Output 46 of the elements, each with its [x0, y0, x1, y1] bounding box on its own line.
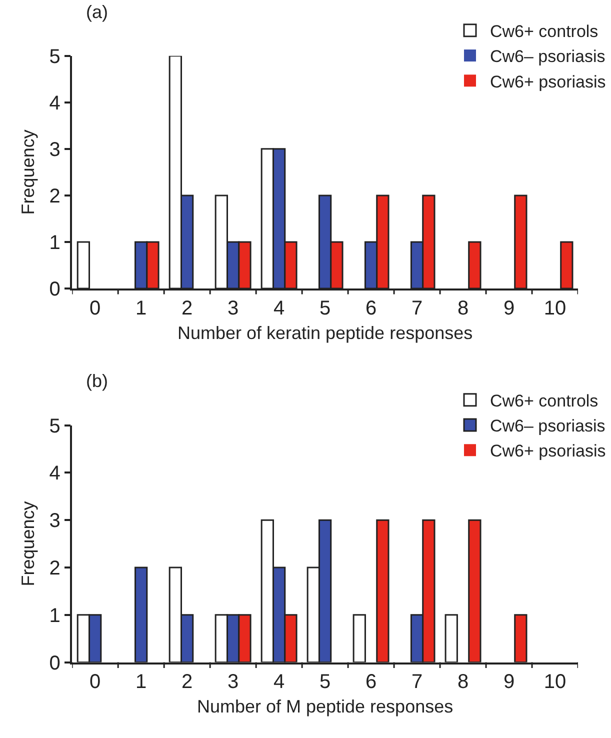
x-tick-label: 0: [90, 297, 101, 320]
x-tick-label: 7: [411, 671, 423, 694]
y-tick-label: 0: [49, 278, 60, 301]
y-tick-label: 5: [49, 415, 60, 438]
y-tick-label: 4: [49, 92, 60, 114]
x-tick-label: 4: [273, 671, 285, 694]
x-tick-label: 9: [503, 671, 515, 694]
x-tick-label: 9: [503, 297, 515, 320]
x-tick-label: 1: [136, 297, 147, 320]
y-tick-label: 1: [49, 232, 60, 254]
x-tick-label: 8: [457, 671, 469, 694]
x-tick-label: 5: [319, 671, 331, 694]
legend-label: Cw6– psoriasis: [490, 47, 606, 66]
x-tick-label: 6: [365, 297, 377, 320]
x-tick-label: 4: [273, 297, 285, 320]
x-tick-label: 7: [411, 297, 423, 320]
x-tick-label: 10: [544, 671, 566, 694]
x-tick-label: 1: [136, 671, 147, 694]
y-tick-label: 0: [49, 652, 60, 674]
y-tick-label: 1: [49, 604, 60, 627]
legend-label: Cw6+ psoriasis: [490, 442, 606, 461]
x-tick-label: 3: [228, 671, 239, 694]
x-axis-title: Number of M peptide responses: [196, 696, 454, 717]
y-tick-label: 2: [49, 557, 60, 580]
x-tick-label: 6: [365, 671, 377, 694]
x-axis-title: Number of keratin peptide responses: [177, 322, 473, 343]
y-tick-label: 5: [49, 46, 60, 68]
y-axis-title: Frequency: [18, 130, 38, 215]
y-tick-label: 3: [49, 138, 60, 161]
legend-label: Cw6+ controls: [490, 392, 598, 410]
x-tick-label: 3: [228, 297, 239, 320]
x-tick-label: 2: [182, 671, 193, 694]
chart-title: (b): [86, 371, 108, 391]
chart-title: (a): [86, 2, 108, 22]
y-tick-label: 3: [49, 510, 60, 532]
legend-label: Cw6– psoriasis: [490, 416, 606, 436]
x-tick-label: 10: [544, 297, 566, 320]
legend-label: Cw6+ psoriasis: [490, 72, 606, 92]
x-tick-label: 0: [90, 671, 101, 694]
y-tick-label: 4: [49, 462, 60, 485]
x-tick-label: 8: [457, 297, 469, 320]
y-tick-label: 2: [49, 185, 60, 208]
x-tick-label: 2: [182, 297, 193, 320]
legend-label: Cw6+ controls: [490, 22, 598, 42]
y-axis-title: Frequency: [18, 501, 38, 586]
x-tick-label: 5: [319, 297, 331, 320]
